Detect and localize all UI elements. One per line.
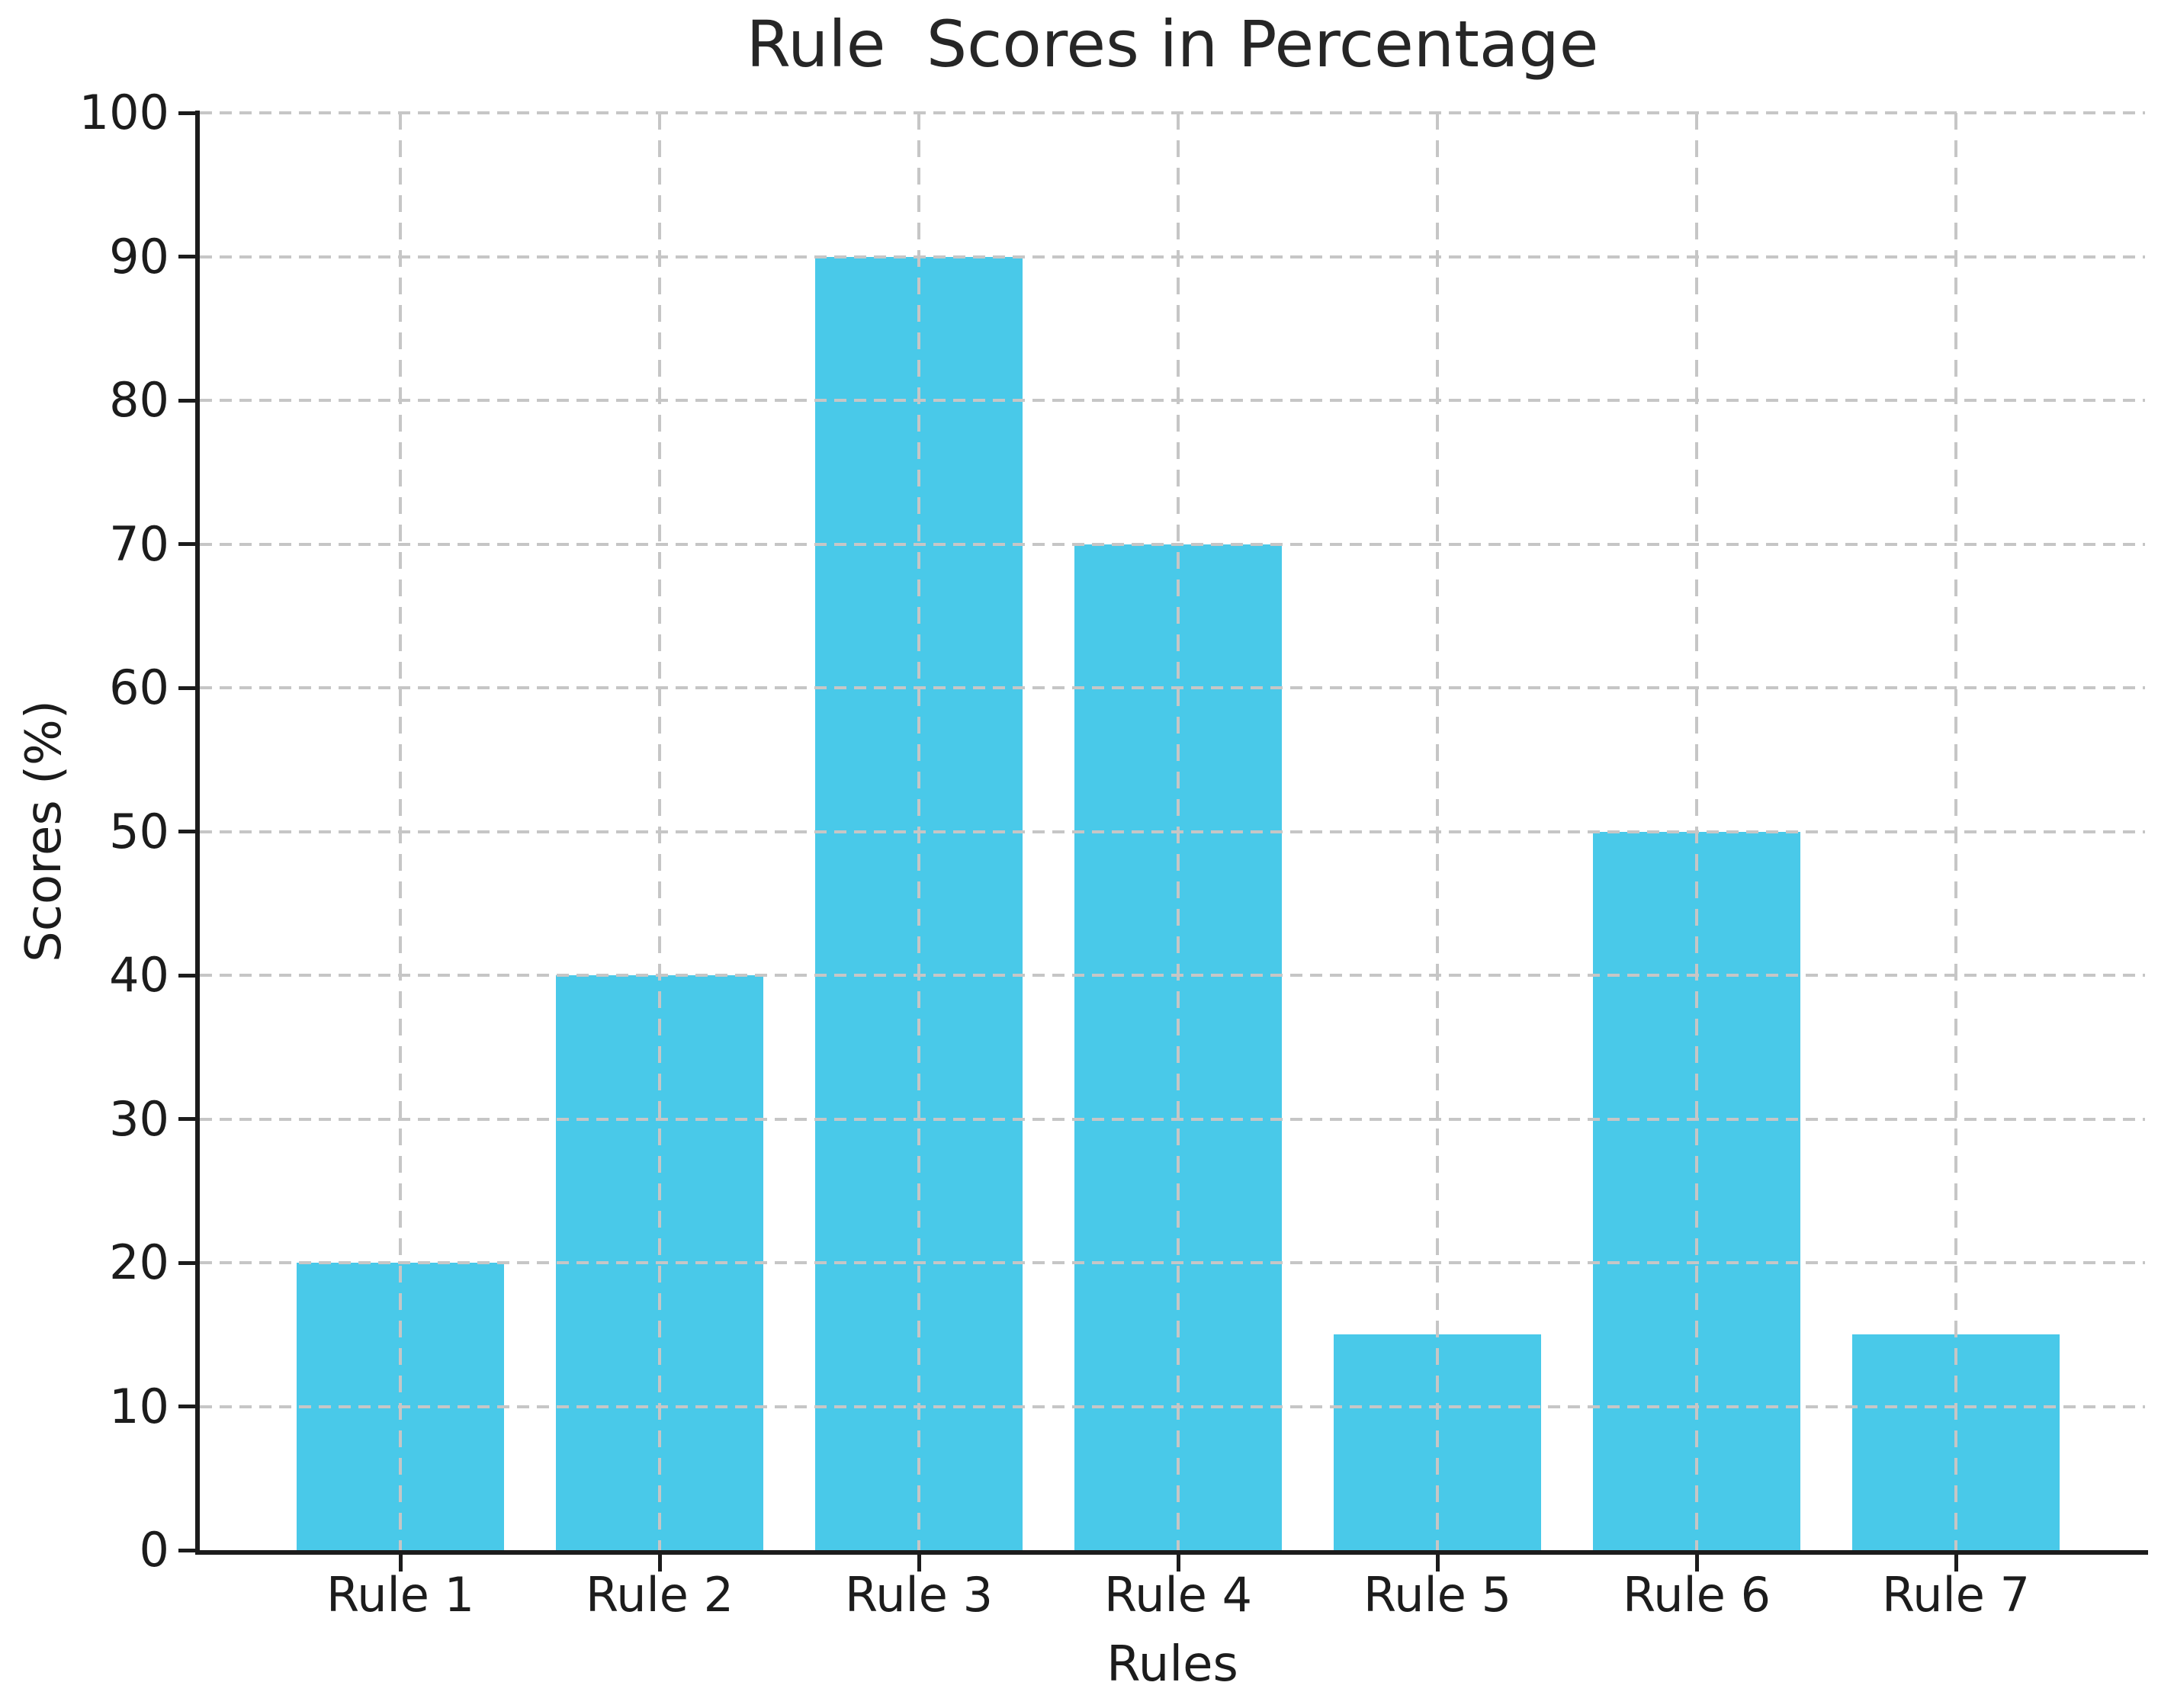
gridline-vertical <box>399 113 402 1550</box>
gridline-vertical <box>1436 113 1439 1550</box>
y-tick-mark <box>178 1117 195 1121</box>
x-axis-label: Rules <box>1106 1636 1238 1693</box>
y-tick-mark <box>178 1260 195 1265</box>
y-tick-mark <box>178 1405 195 1408</box>
y-tick-label: 90 <box>109 228 169 284</box>
x-tick-mark <box>1954 1555 1958 1572</box>
gridline-horizontal <box>200 111 2145 114</box>
y-tick-label: 20 <box>109 1234 169 1290</box>
chart-title: Rule Scores in Percentage <box>746 7 1599 82</box>
y-tick-mark <box>178 685 195 690</box>
x-tick-label: Rule 2 <box>585 1567 734 1623</box>
gridline-horizontal <box>200 399 2145 402</box>
x-tick-label: Rule 1 <box>326 1567 475 1623</box>
gridline-horizontal <box>200 255 2145 258</box>
x-tick-label: Rule 3 <box>844 1567 994 1623</box>
gridline-vertical <box>1177 113 1180 1550</box>
y-tick-label: 0 <box>139 1522 169 1578</box>
y-tick-label: 70 <box>109 515 169 572</box>
gridline-horizontal <box>200 1261 2145 1264</box>
x-tick-label: Rule 7 <box>1881 1567 2031 1623</box>
x-tick-label: Rule 4 <box>1103 1567 1253 1623</box>
gridline-horizontal <box>200 686 2145 689</box>
y-tick-label: 100 <box>79 85 169 140</box>
y-tick-mark <box>178 973 195 978</box>
x-tick-label: Rule 5 <box>1363 1567 1512 1623</box>
y-tick-mark <box>178 542 195 546</box>
y-tick-label: 10 <box>109 1378 169 1434</box>
x-tick-mark <box>1435 1555 1440 1572</box>
gridline-horizontal <box>200 542 2145 546</box>
x-axis-spine <box>195 1550 2148 1555</box>
y-axis-spine <box>195 111 200 1555</box>
gridline-vertical <box>1954 113 1957 1550</box>
y-tick-label: 50 <box>109 803 169 859</box>
x-tick-mark <box>398 1555 403 1572</box>
y-tick-mark <box>178 111 195 115</box>
y-tick-mark <box>178 255 195 258</box>
y-tick-label: 60 <box>109 660 169 715</box>
gridline-vertical <box>917 113 920 1550</box>
gridline-vertical <box>658 113 661 1550</box>
gridline-horizontal <box>200 974 2145 977</box>
gridline-horizontal <box>200 1405 2145 1408</box>
y-tick-label: 40 <box>109 947 169 1003</box>
x-tick-mark <box>1176 1555 1180 1572</box>
gridline-vertical <box>1695 113 1698 1550</box>
gridline-horizontal <box>200 1117 2145 1121</box>
y-tick-mark <box>178 398 195 403</box>
x-tick-mark <box>917 1555 921 1572</box>
x-tick-label: Rule 6 <box>1622 1567 1771 1623</box>
y-tick-label: 80 <box>109 372 169 428</box>
y-tick-mark <box>178 830 195 833</box>
y-tick-label: 30 <box>109 1090 169 1147</box>
gridline-horizontal <box>200 830 2145 833</box>
y-tick-mark <box>178 1548 195 1552</box>
x-tick-mark <box>657 1555 662 1572</box>
x-tick-mark <box>1694 1555 1699 1572</box>
